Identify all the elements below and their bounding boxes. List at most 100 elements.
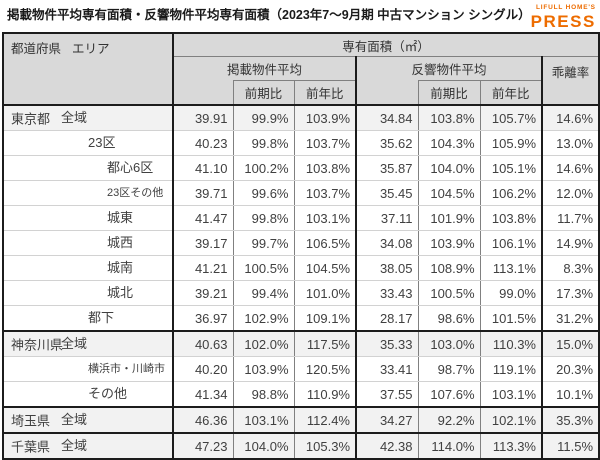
listed-prev-period-cell: 99.8%	[232, 205, 295, 231]
listed-prev-period-cell: 100.5%	[232, 255, 295, 281]
table-row: 城西 39.17 99.7% 106.5% 34.08 103.9% 106.1% 14.9%	[2, 230, 600, 256]
prefecture-area-cell: 城南	[2, 255, 174, 281]
listed-avg-cell: 41.47	[172, 205, 234, 231]
response-prev-period-cell: 98.6%	[417, 305, 481, 332]
listed-prev-year-cell: 110.9%	[293, 381, 357, 408]
response-prev-year-cell: 105.1%	[479, 155, 543, 181]
table-row: 埼玉県 全域 46.36 103.1% 112.4% 34.27 92.2% 102.1% 35…	[2, 406, 600, 434]
listed-avg-cell: 39.71	[172, 180, 234, 206]
prefecture-area-cell: その他	[2, 381, 174, 408]
listed-prev-year-cell: 104.5%	[293, 255, 357, 281]
listed-avg-cell: 41.10	[172, 155, 234, 181]
response-prev-period-cell: 100.5%	[417, 280, 481, 306]
table-row: その他 41.34 98.8% 110.9% 37.55 107.6% 103.1% 10.1…	[2, 381, 600, 408]
listed-avg-cell: 36.97	[172, 305, 234, 332]
response-prev-year-cell: 101.5%	[479, 305, 543, 332]
response-prev-period-cell: 103.8%	[417, 104, 481, 131]
area-label: 都心6区	[107, 160, 154, 175]
listed-prev-period-cell: 99.6%	[232, 180, 295, 206]
prefecture-label: 東京都	[11, 111, 51, 127]
table-row: 神奈川県 全域 40.63 102.0% 117.5% 35.33 103.0% 110.3%…	[2, 330, 600, 357]
listed-prev-period-cell: 103.1%	[232, 406, 295, 434]
table-row: 都下 36.97 102.9% 109.1% 28.17 98.6% 101.5% 31.2%	[2, 305, 600, 332]
prefecture-area-cell: 千葉県 全域	[2, 432, 174, 460]
area-label: 全域	[61, 336, 88, 351]
prefecture-area-cell: 城西	[2, 230, 174, 256]
title-bar: 掲載物件平均専有面積・反響物件平均専有面積（2023年7～9月期 中古マンション…	[0, 0, 600, 32]
header-response-avg-blank	[355, 80, 419, 106]
header-unit-title: 専有面積（㎡）	[172, 32, 600, 57]
response-avg-cell: 33.41	[355, 356, 419, 382]
response-prev-period-cell: 114.0%	[417, 432, 481, 460]
prefecture-label: 神奈川県	[11, 337, 64, 353]
response-prev-year-cell: 110.3%	[479, 330, 543, 357]
listed-prev-period-cell: 100.2%	[232, 155, 295, 181]
prefecture-area-cell: 都下	[2, 305, 174, 332]
area-label: その他	[88, 386, 128, 401]
table-row: 横浜市・川崎市 40.20 103.9% 120.5% 33.41 98.7% 119.1%…	[2, 356, 600, 382]
header-deviation-rate: 乖離率	[540, 56, 600, 106]
response-prev-year-cell: 105.9%	[479, 130, 543, 156]
listed-prev-year-cell: 103.7%	[293, 130, 357, 156]
header-listed-avg-blank	[172, 80, 234, 106]
listed-avg-cell: 40.20	[172, 356, 234, 382]
listed-prev-year-cell: 109.1%	[293, 305, 357, 332]
response-prev-period-cell: 104.0%	[417, 155, 481, 181]
table-row: 城東 41.47 99.8% 103.1% 37.11 101.9% 103.8% 11.7%	[2, 205, 600, 231]
listed-prev-year-cell: 103.7%	[293, 180, 357, 206]
listed-prev-year-cell: 117.5%	[293, 330, 357, 357]
prefecture-area-cell: 神奈川県 全域	[2, 330, 174, 357]
table-row: 城南 41.21 100.5% 104.5% 38.05 108.9% 113.1% 8.3%	[2, 255, 600, 281]
response-avg-cell: 35.87	[355, 155, 419, 181]
header-listed-prev-period: 前期比	[232, 80, 295, 106]
prefecture-area-cell: 城北	[2, 280, 174, 306]
area-label: 全域	[61, 412, 88, 427]
listed-prev-period-cell: 102.0%	[232, 330, 295, 357]
listed-prev-year-cell: 112.4%	[293, 406, 357, 434]
response-avg-cell: 34.08	[355, 230, 419, 256]
response-prev-year-cell: 113.3%	[479, 432, 543, 460]
table-row: 千葉県 全域 47.23 104.0% 105.3% 42.38 114.0% 113.3% 1…	[2, 432, 600, 460]
table-row: 23区その他 39.71 99.6% 103.7% 35.45 104.5% 106.2% 1…	[2, 180, 600, 206]
listed-avg-cell: 40.23	[172, 130, 234, 156]
response-prev-year-cell: 99.0%	[479, 280, 543, 306]
listed-prev-year-cell: 103.1%	[293, 205, 357, 231]
response-prev-year-cell: 103.8%	[479, 205, 543, 231]
listed-prev-period-cell: 99.4%	[232, 280, 295, 306]
response-avg-cell: 35.33	[355, 330, 419, 357]
area-label: 城西	[107, 235, 134, 250]
response-prev-year-cell: 106.1%	[479, 230, 543, 256]
response-avg-cell: 42.38	[355, 432, 419, 460]
deviation-rate-cell: 14.9%	[540, 230, 600, 256]
logo-top-text: LIFULL HOME'S	[535, 4, 596, 11]
listed-prev-year-cell: 103.8%	[293, 155, 357, 181]
listed-prev-year-cell: 120.5%	[293, 356, 357, 382]
deviation-rate-cell: 12.0%	[540, 180, 600, 206]
area-label: 横浜市・川崎市	[88, 363, 165, 375]
listed-avg-cell: 39.21	[172, 280, 234, 306]
response-avg-cell: 37.11	[355, 205, 419, 231]
header-area-label: エリア	[72, 42, 110, 56]
deviation-rate-cell: 10.1%	[540, 381, 600, 408]
response-prev-year-cell: 102.1%	[479, 406, 543, 434]
response-prev-period-cell: 98.7%	[417, 356, 481, 382]
header-prefecture-area: 都道府県 エリア	[2, 32, 174, 106]
deviation-rate-cell: 14.6%	[540, 104, 600, 131]
listed-prev-period-cell: 104.0%	[232, 432, 295, 460]
deviation-rate-cell: 8.3%	[540, 255, 600, 281]
deviation-rate-cell: 14.6%	[540, 155, 600, 181]
lifull-homes-press-logo: LIFULL HOME'S PRESS	[531, 4, 596, 29]
response-prev-year-cell: 103.1%	[479, 381, 543, 408]
listed-prev-period-cell: 102.9%	[232, 305, 295, 332]
header-prefecture-label: 都道府県	[11, 42, 62, 56]
deviation-rate-cell: 17.3%	[540, 280, 600, 306]
deviation-rate-cell: 31.2%	[540, 305, 600, 332]
area-label: 城南	[107, 260, 134, 275]
header-listed-prev-year: 前年比	[293, 80, 357, 106]
response-prev-year-cell: 105.7%	[479, 104, 543, 131]
area-label: 23区その他	[107, 187, 164, 199]
area-label: 全域	[61, 110, 88, 125]
area-label: 城北	[107, 285, 134, 300]
response-prev-period-cell: 101.9%	[417, 205, 481, 231]
